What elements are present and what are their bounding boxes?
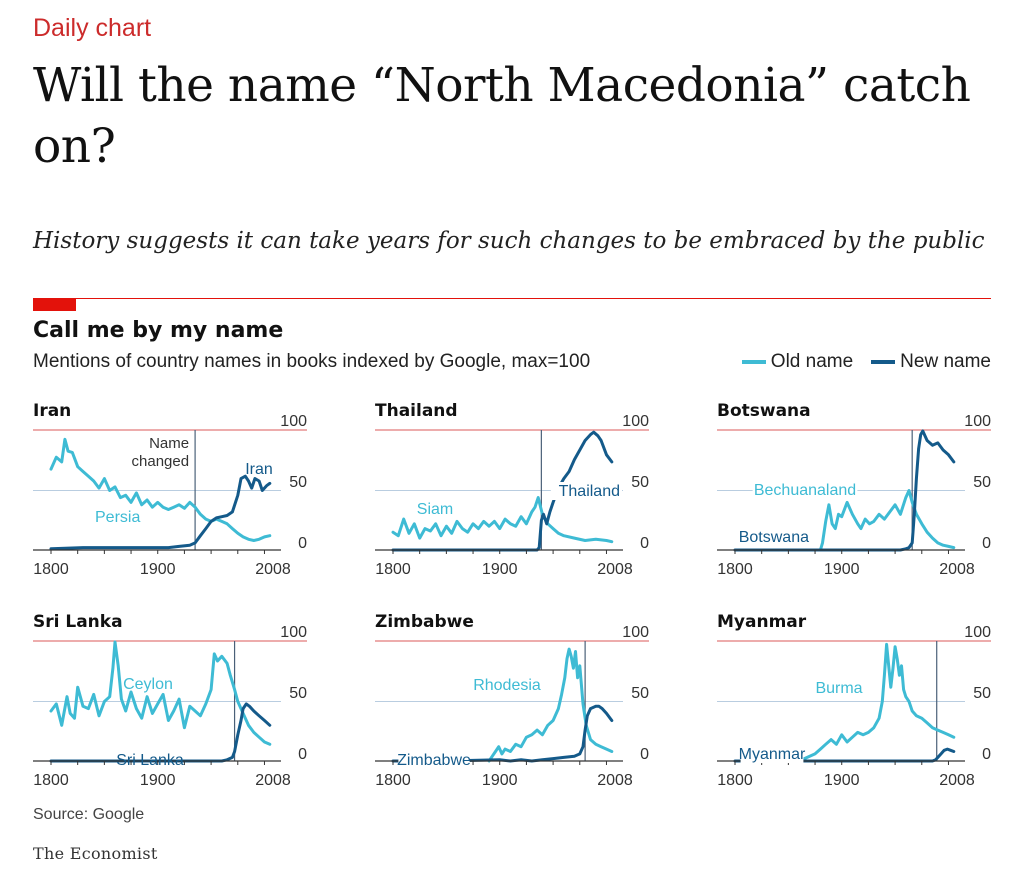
x-tick-label: 2008 <box>597 772 633 789</box>
label-background <box>739 528 811 546</box>
series-line-old <box>797 642 956 763</box>
series-label-old: Burma <box>815 680 862 697</box>
legend-label-new: New name <box>900 351 991 372</box>
y-tick-label: 50 <box>289 685 307 702</box>
y-tick-label: 100 <box>622 624 649 641</box>
x-tick-label: 2008 <box>597 561 633 578</box>
series-line-old <box>49 437 272 542</box>
panel-title: Myanmar <box>717 612 807 632</box>
panel-title: Botswana <box>717 401 811 421</box>
series-label-new: Zimbabwe <box>397 752 471 769</box>
panel-sri-lanka: Sri Lanka 100 50 0 1800 1900 2008 Ceylon Sri Lan… <box>33 612 307 789</box>
series-line-old <box>49 640 272 746</box>
x-tick-label: 1900 <box>482 561 518 578</box>
legend-swatch-new <box>871 360 896 364</box>
y-tick-label: 50 <box>973 685 991 702</box>
series-label-new: Thailand <box>559 483 620 500</box>
label-background <box>550 482 622 500</box>
x-tick-label: 1900 <box>140 561 176 578</box>
chart-subtitle: Mentions of country names in books index… <box>33 351 591 372</box>
series-label-old: Persia <box>95 509 140 526</box>
panel-zimbabwe: Zimbabwe 100 50 0 1800 1900 2008 Rhodesia Zimbab… <box>375 612 649 789</box>
series-label-old: Siam <box>417 501 453 518</box>
source-note: Source: Google <box>33 806 145 823</box>
series-line-old <box>487 647 614 763</box>
chart-title: Call me by my name <box>33 318 284 343</box>
x-tick-label: 1900 <box>824 772 860 789</box>
series-label-old: Bechuanaland <box>754 482 856 499</box>
x-tick-label: 1800 <box>33 561 69 578</box>
series-line-old <box>391 496 614 544</box>
label-background <box>752 481 858 499</box>
y-tick-label: 100 <box>280 624 307 641</box>
series-label-new: Sri Lanka <box>116 752 184 769</box>
series-label-old: Ceylon <box>123 676 173 693</box>
y-tick-label: 0 <box>298 746 307 763</box>
chart-red-tag <box>33 299 76 311</box>
y-tick-label: 100 <box>622 413 649 430</box>
legend-item-new: New name <box>871 351 991 373</box>
y-tick-label: 0 <box>640 746 649 763</box>
y-tick-label: 100 <box>964 413 991 430</box>
annotation-text: changed <box>132 453 190 470</box>
x-tick-label: 2008 <box>255 561 291 578</box>
series-label-new: Botswana <box>739 529 809 546</box>
x-tick-label: 2008 <box>939 772 975 789</box>
y-tick-label: 50 <box>973 474 991 491</box>
legend: Old name New name <box>741 351 991 373</box>
series-line-old <box>818 489 956 552</box>
x-tick-label: 1900 <box>482 772 518 789</box>
panel-title: Iran <box>33 401 71 421</box>
x-tick-label: 1800 <box>375 772 411 789</box>
x-tick-label: 1800 <box>375 561 411 578</box>
y-tick-label: 50 <box>631 474 649 491</box>
annotation-text: Name <box>149 435 189 452</box>
headline: Will the name “North Macedonia” catch on… <box>33 58 971 174</box>
label-background <box>398 751 470 769</box>
y-tick-label: 50 <box>289 474 307 491</box>
panel-title: Zimbabwe <box>375 612 474 632</box>
legend-swatch-old <box>741 360 766 364</box>
chart-top-rule <box>33 298 991 299</box>
panel-botswana: Botswana 100 50 0 1800 1900 2008 Bechuanaland Bo… <box>717 401 991 578</box>
y-tick-label: 50 <box>631 685 649 702</box>
panel-title: Thailand <box>375 401 458 421</box>
label-background <box>740 745 804 763</box>
x-tick-label: 1900 <box>140 772 176 789</box>
series-label-new: Myanmar <box>739 746 806 763</box>
brand-logo: The Economist <box>33 844 158 863</box>
series-line-new <box>49 474 272 551</box>
legend-label-old: Old name <box>770 351 854 372</box>
panel-thailand: Thailand 100 50 0 1800 1900 2008 Siam Thailand <box>375 401 649 578</box>
y-tick-label: 100 <box>280 413 307 430</box>
x-tick-label: 2008 <box>255 772 291 789</box>
y-tick-label: 0 <box>982 535 991 552</box>
x-tick-label: 1900 <box>824 561 860 578</box>
y-tick-label: 0 <box>982 746 991 763</box>
legend-item-old: Old name <box>741 351 854 373</box>
rubric[interactable]: Daily chart <box>33 14 152 42</box>
standfirst: History suggests it can take years for s… <box>33 228 985 254</box>
x-tick-label: 1800 <box>717 561 753 578</box>
y-tick-label: 100 <box>964 624 991 641</box>
series-label-new: Iran <box>245 461 273 478</box>
panel-title: Sri Lanka <box>33 612 123 632</box>
x-tick-label: 1800 <box>717 772 753 789</box>
series-label-old: Rhodesia <box>473 677 541 694</box>
x-tick-label: 1800 <box>33 772 69 789</box>
panel-myanmar: Myanmar 100 50 0 1800 1900 2008 Burma Myanmar <box>717 612 991 789</box>
y-tick-label: 0 <box>298 535 307 552</box>
x-tick-label: 2008 <box>939 561 975 578</box>
y-tick-label: 0 <box>640 535 649 552</box>
